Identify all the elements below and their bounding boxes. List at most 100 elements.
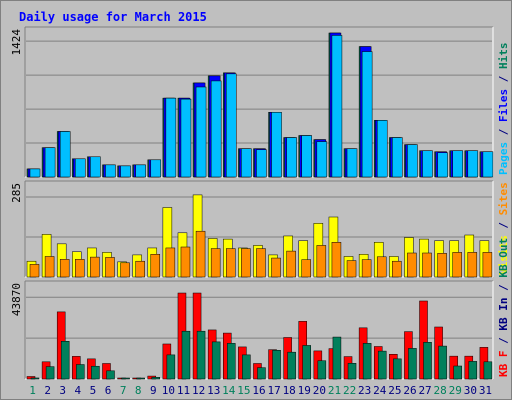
x-tick-label: 7 [120,384,127,397]
x-tick-label: 5 [90,384,97,397]
bar-hits [482,151,494,178]
bar-kb-out [423,342,432,380]
bar-kb-out [272,350,281,380]
bar-hits [452,150,463,178]
x-tick-label: 12 [192,384,205,397]
bar-hits [286,137,297,178]
bar-sites [452,252,462,278]
bar-sites [75,259,85,278]
bar-kb-out [483,361,493,380]
bar-hits [376,120,388,178]
x-tick-label: 21 [328,384,341,397]
bar-hits [59,131,71,178]
bar-kb-out [211,341,221,380]
bar-kb-out [438,345,447,380]
bar-hits [331,35,343,178]
y-max-label: 43870 [10,283,23,316]
legend-part-1: / [497,122,510,142]
chart-title: Daily usage for March 2015 [19,10,207,24]
y-max-label: 1424 [10,29,23,56]
bar-kb-out [468,361,478,380]
bar-sites [29,264,40,278]
bar-hits [120,165,131,178]
bars-visits-sites [26,194,493,278]
x-tick-label: 15 [237,384,250,397]
x-tick-label: 1 [29,384,36,397]
bar-sites [135,260,145,278]
series-legend-label: Pages / Files / Hits [497,43,510,176]
bar-kb-out [91,365,100,380]
bar-sites [105,257,115,278]
x-tick-label: 18 [283,384,296,397]
x-tick-label: 28 [434,384,447,397]
x-tick-label: 17 [267,384,280,397]
bar-sites [331,242,342,278]
bar-kb-out [227,343,236,380]
x-tick-label: 26 [403,384,416,397]
bar-sites [256,248,266,278]
bar-sites [90,256,100,278]
x-tick-label: 30 [464,384,477,397]
bar-sites [482,252,493,278]
bar-sites [301,259,311,278]
legend-part-2: Files [497,89,510,122]
legend-part-4: KB Out [497,238,510,278]
panel-pages-files-hits: 1424 Pages / Files / Hits [10,26,510,178]
bar-kb-out [60,341,70,380]
bar-kb-out [121,377,130,380]
bars-pages-files-hits [26,32,494,178]
x-tick-label: 23 [358,384,371,397]
x-tick-label: 25 [388,384,401,397]
legend-part-3: / [497,278,510,298]
bar-kb-out [76,364,85,380]
bar-hits [180,98,192,178]
bar-sites [407,252,417,278]
y-max-label: 285 [10,183,23,203]
bar-sites [120,262,130,278]
bar-kb-out [453,365,462,380]
bar-sites [361,259,372,278]
x-tick-label: 2 [44,384,51,397]
x-tick-label: 6 [105,384,112,397]
bar-kb-out [377,350,387,380]
bar-hits [165,97,177,178]
x-tick-label: 14 [222,384,236,397]
x-tick-label: 24 [373,384,387,397]
bar-hits [256,149,267,178]
bar-kb-out [30,377,40,380]
bar-sites [271,257,281,278]
x-tick-label: 20 [313,384,326,397]
bar-sites [437,253,447,278]
series-legend-label: KB F / KB In / KB Out [497,238,510,377]
bar-kb-out [151,377,161,380]
legend-part-2: KB In [497,298,510,331]
bar-sites [346,260,357,278]
x-tick-label: 11 [177,384,190,397]
bar-hits [241,148,252,178]
bar-sites [165,247,176,278]
bar-kb-out [136,377,145,380]
bar-kb-out [181,330,191,380]
legend-part-0: Pages [497,142,510,175]
x-tick-label: 22 [343,384,356,397]
bar-sites [376,256,387,278]
panel-kbf-kbin-kbout: 43870 KB F / KB In / KB Out [10,238,510,380]
x-tick-label: 29 [449,384,462,397]
bar-hits [361,51,373,178]
bar-sites [286,250,296,278]
bar-hits [210,80,222,178]
bar-sites [210,248,221,278]
bar-kb-out [287,351,296,380]
x-tick-label: 16 [252,384,265,397]
bar-hits [316,141,328,178]
bar-sites [392,260,402,278]
bar-hits [44,147,56,178]
bar-hits [29,168,41,178]
bar-hits [271,112,282,178]
bar-sites [467,252,478,278]
bar-hits [75,158,86,178]
bar-sites [44,256,55,278]
bar-kb-out [332,336,342,380]
